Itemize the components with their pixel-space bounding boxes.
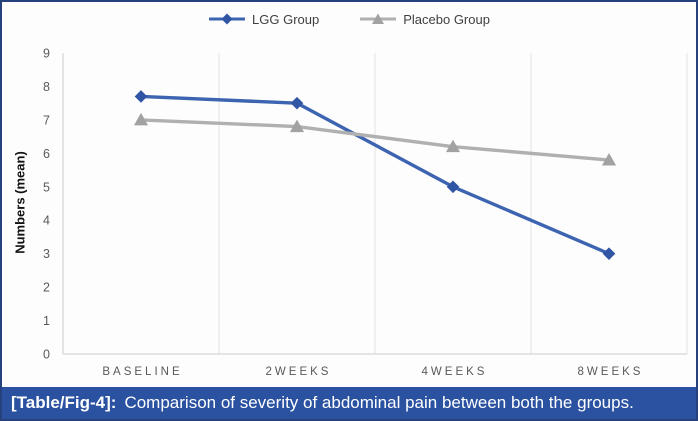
series-line-lgg-group: [139, 94, 611, 256]
y-tick-label: 1: [43, 314, 50, 328]
x-tick-label: BASELINE: [102, 366, 182, 378]
y-tick-label: 4: [43, 214, 50, 228]
y-tick-label: 5: [43, 180, 50, 194]
line-chart: 0 1 2 3 4 5 6 7 8 9 BASELINE 2WEEKS 4WEEKS 8WEEKS: [43, 47, 688, 378]
legend-item-lgg-group: LGG Group: [208, 12, 319, 27]
figure-caption: [Table/Fig-4]: Comparison of severity of…: [2, 387, 696, 419]
data-point-triangle: [601, 153, 617, 166]
data-point-diamond: [290, 96, 304, 110]
y-tick-label: 0: [43, 348, 50, 362]
y-tick-label: 6: [43, 147, 50, 161]
data-point-diamond: [602, 247, 616, 260]
y-tick-label: 3: [43, 247, 50, 261]
y-tick-label: 9: [43, 47, 50, 61]
legend-label-lgg-group: LGG Group: [252, 11, 320, 27]
data-point-triangle: [289, 119, 305, 133]
data-point-triangle: [133, 112, 149, 126]
caption-label: [Table/Fig-4]:: [11, 393, 117, 412]
y-tick-label: 7: [43, 113, 50, 127]
diamond-marker-icon: [209, 13, 246, 25]
data-point-diamond: [134, 90, 148, 103]
data-point-triangle: [445, 139, 461, 153]
chart-legend: LGG Group Placebo Group: [2, 8, 696, 30]
x-tick-label: 2WEEKS: [266, 366, 332, 378]
data-point-diamond: [446, 180, 460, 194]
x-tick-label: 4WEEKS: [422, 366, 488, 378]
triangle-marker-icon: [360, 13, 397, 24]
caption-text: Comparison of severity of abdominal pain…: [124, 393, 634, 412]
y-tick-label: 2: [43, 281, 50, 295]
x-tick-label: 8WEEKS: [578, 366, 644, 378]
y-tick-label: 8: [43, 80, 50, 94]
legend-label-placebo-group: Placebo Group: [403, 11, 490, 27]
legend-item-placebo-group: Placebo Group: [359, 12, 490, 27]
series-line-placebo-group: [139, 118, 611, 162]
